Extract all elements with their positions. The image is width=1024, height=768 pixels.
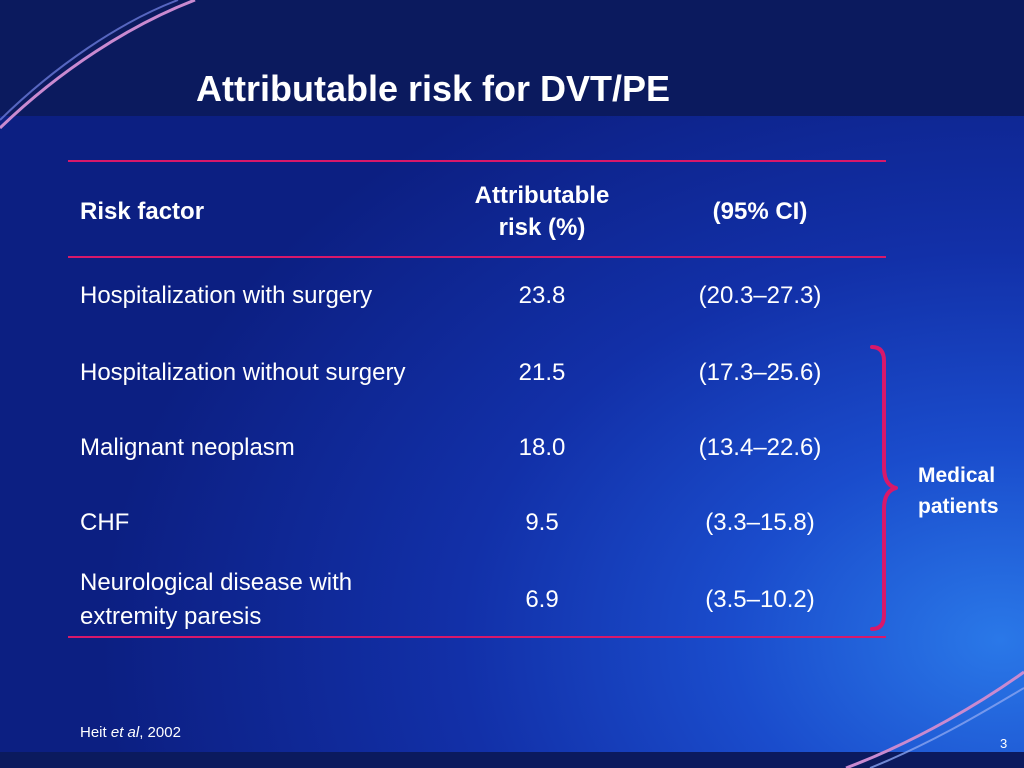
row-risk: 18.0	[518, 434, 566, 461]
slide-title: Attributable risk for DVT/PE	[196, 68, 671, 109]
source-etal: et al	[110, 724, 140, 741]
footer-band	[0, 752, 1024, 768]
header-attributable-risk: Attributable risk (%)	[474, 182, 610, 241]
row-risk: 23.8	[518, 282, 566, 309]
row-factor: CHF	[80, 509, 130, 536]
row-ci: (20.3–27.3)	[698, 282, 822, 309]
header-risk-factor: Risk factor	[80, 198, 205, 225]
row-factor: Hospitalization without surgery	[80, 359, 406, 386]
row-ci: (3.3–15.8)	[705, 509, 815, 536]
table-bottom-rule	[68, 636, 886, 638]
row-factor: Malignant neoplasm	[80, 434, 295, 461]
curly-brace-icon	[870, 345, 898, 631]
row-ci: (13.4–22.6)	[698, 434, 822, 461]
row-ci: (3.5–10.2)	[705, 586, 815, 613]
row-risk: 6.9	[525, 586, 559, 613]
page-number: 3	[1000, 736, 1008, 751]
table-top-rule	[68, 160, 886, 162]
row-factor: Neurological disease with extremity pare…	[80, 569, 353, 630]
source-year: , 2002	[139, 724, 181, 741]
source-author: Heit	[80, 724, 107, 741]
row-risk: 9.5	[525, 509, 559, 536]
row-risk: 21.5	[518, 359, 566, 386]
table-header-rule	[68, 256, 886, 258]
medical-patients-label: Medical patients	[918, 464, 999, 518]
row-factor: Hospitalization with surgery	[80, 282, 373, 309]
header-ci: (95% CI)	[712, 198, 808, 225]
row-ci: (17.3–25.6)	[698, 359, 822, 386]
source-citation: Heit et al, 2002	[80, 724, 181, 741]
header-band	[0, 0, 1024, 116]
